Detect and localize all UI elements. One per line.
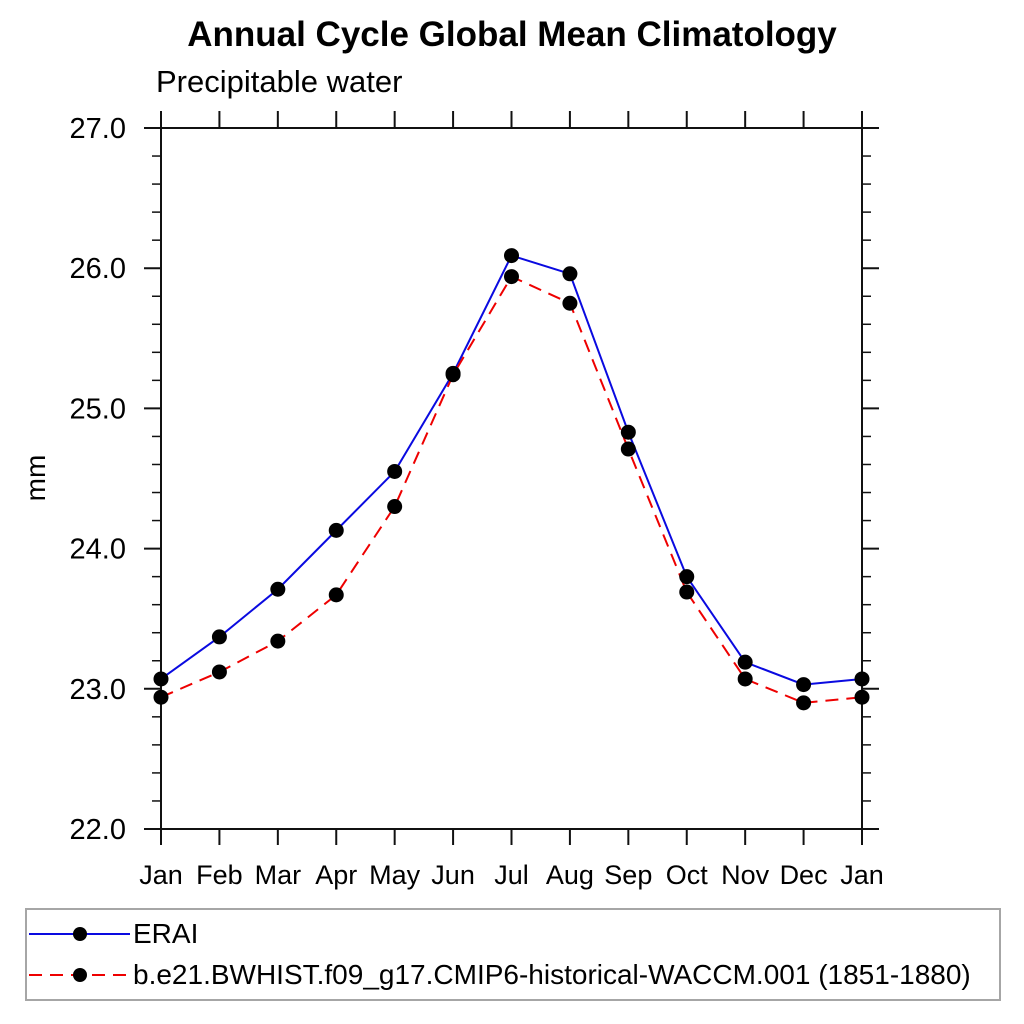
series-1-marker [270,633,286,649]
x-tick-label: Jun [431,860,475,890]
legend-sample-model [29,967,130,983]
series-0-marker [211,629,227,645]
series-1-marker [562,295,578,311]
x-tick-label: Oct [666,860,709,890]
x-tick-label: Mar [255,860,302,890]
series-0-marker [387,463,403,479]
series-0-marker [737,654,753,670]
series-0-marker [854,671,870,687]
x-tick-label: Jul [494,860,529,890]
chart-title: Annual Cycle Global Mean Climatology [187,15,837,54]
x-tick-label: Sep [604,860,652,890]
marker-dot-icon [73,927,87,941]
series-1-marker [153,689,169,705]
series-1-marker [328,587,344,603]
y-tick-label: 24.0 [70,534,126,566]
series-0-marker [270,581,286,597]
legend-row-model: b.e21.BWHIST.f09_g17.CMIP6-historical-WA… [27,958,999,992]
x-tick-label: Aug [546,860,594,890]
y-tick-label: 25.0 [70,393,126,425]
series-0-marker [562,266,578,282]
series-0-marker [504,248,519,264]
legend-row-erai: ERAI [27,917,999,951]
plot-frame [160,127,863,830]
plot-area: 22.0 23.0 24.0 25.0 26.0 27.0 Jan Feb Mar Apr May J… [20,111,884,890]
series-1-marker [504,269,519,285]
series-1-marker [387,499,403,515]
series-1-marker [796,695,812,711]
series-0-marker [328,522,344,538]
y-tick-label: 27.0 [70,113,126,145]
series-1-marker [854,689,870,705]
x-tick-label: Jan [139,860,183,890]
series-0-marker [679,569,695,585]
legend-label-model: b.e21.BWHIST.f09_g17.CMIP6-historical-WA… [133,959,971,990]
series-1-marker [445,367,461,383]
series-line-1 [160,275,863,704]
legend-sample-erai [29,926,130,942]
x-tick-label: Jan [840,860,884,890]
x-tick-label: Apr [315,860,357,890]
y-tick-label: 22.0 [70,814,126,846]
y-tick-label: 26.0 [70,253,126,285]
series-0-marker [153,671,169,687]
x-tick-label: May [369,860,421,890]
series-1-marker [211,664,227,680]
chart-subtitle: Precipitable water [156,64,403,99]
series-0-marker [620,424,636,440]
x-tick-label: Dec [780,860,828,890]
series-1-marker [620,441,636,457]
legend-label-erai: ERAI [133,918,199,949]
y-tick-label: 23.0 [70,674,126,706]
y-axis-label: mm [20,455,51,502]
marker-dot-icon [73,968,87,982]
series-line-0 [160,254,863,686]
x-tick-label: Feb [196,860,243,890]
x-tick-label: Nov [721,860,770,890]
series-0-marker [796,677,812,693]
series-1-marker [679,584,695,600]
legend: ERAI b.e21.BWHIST.f09_g17.CMIP6-historic… [25,908,1001,1001]
series-1-marker [737,671,753,687]
